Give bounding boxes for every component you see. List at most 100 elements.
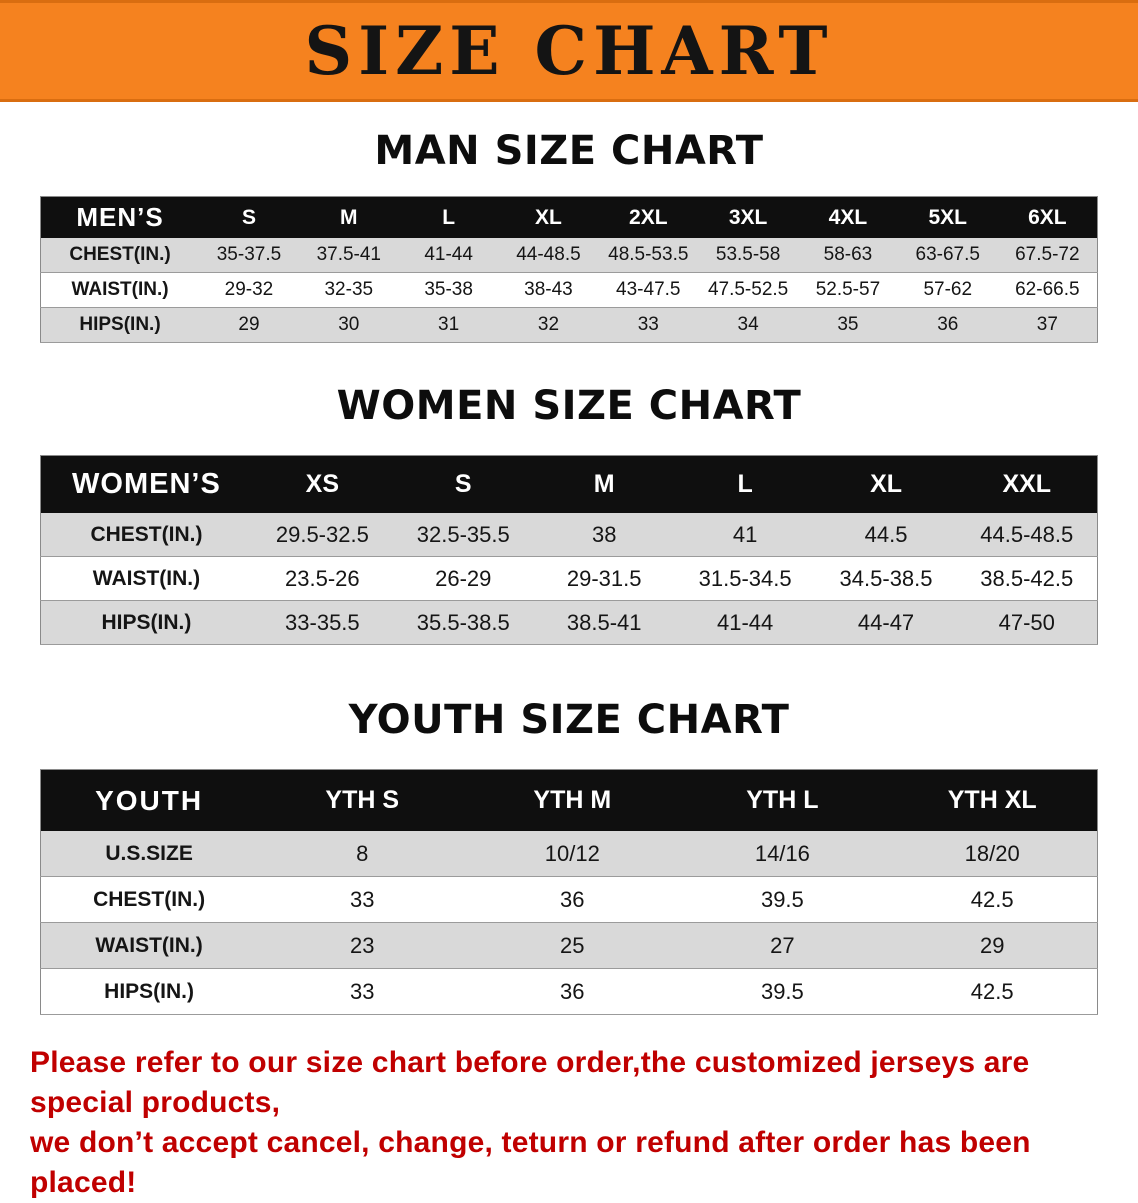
value-cell: 53.5-58 <box>715 244 781 265</box>
size-column-header: XL <box>498 196 599 238</box>
value-cell: 34.5-38.5 <box>839 565 933 591</box>
value-cell: 47.5-52.5 <box>707 279 789 300</box>
size-column-header: XL <box>815 455 957 513</box>
value-cell: 8 <box>356 840 369 866</box>
value-cell: 38.5-42.5 <box>980 565 1074 591</box>
value-cell: 33 <box>637 314 659 335</box>
size-column-header: S <box>392 455 534 513</box>
size-chart-banner: SIZE CHART <box>0 0 1138 102</box>
value-cell: 29-32 <box>224 279 274 300</box>
size-chart-title: SIZE CHART <box>304 12 834 90</box>
women-size-table: WOMEN’S XS S M L XL XXL CHEST(IN.) 29.5-32.5 32.5… <box>40 455 1098 645</box>
value-cell: 52.5-57 <box>815 279 881 300</box>
value-cell: 44.5 <box>864 521 908 547</box>
table-row: CHEST(IN.) 29.5-32.5 32.5-35.5 38 41 44.5 44.5… <box>40 513 1098 557</box>
size-column-header: 4XL <box>798 196 898 238</box>
value-cell: 37 <box>1036 314 1058 335</box>
size-column-header: 5XL <box>897 196 998 238</box>
man-size-chart-section: MAN SIZE CHART MEN’S S M L XL 2XL 3XL 4XL 5XL 6XL… <box>0 128 1138 343</box>
value-cell: 38 <box>591 521 617 547</box>
value-cell: 44-47 <box>857 609 915 635</box>
value-cell: 42.5 <box>970 886 1014 912</box>
value-cell: 58-63 <box>823 244 873 265</box>
table-row: WAIST(IN.) 23.5-26 26-29 29-31.5 31.5-34.5 34… <box>40 556 1098 601</box>
value-cell: 43-47.5 <box>616 279 681 300</box>
value-cell: 41-44 <box>716 609 774 635</box>
value-cell: 29.5-32.5 <box>275 521 369 547</box>
value-cell: 35.5-38.5 <box>416 609 510 635</box>
value-cell: 36 <box>937 314 959 335</box>
size-column-header: XXL <box>956 455 1098 513</box>
table-row: U.S.SIZE 8 10/12 14/16 18/20 <box>40 831 1098 877</box>
youth-size-table: YOUTH YTH S YTH M YTH L YTH XL U.S.SIZE 8 10/12… <box>40 769 1098 1015</box>
row-label-cell: WAIST(IN.) <box>95 933 203 957</box>
disclaimer: Please refer to our size chart before or… <box>30 1043 1114 1203</box>
value-cell: 37.5-41 <box>316 244 382 265</box>
row-label-cell: HIPS(IN.) <box>104 979 194 1003</box>
size-column-header: XS <box>251 455 393 513</box>
value-cell: 35-38 <box>424 279 473 300</box>
value-cell: 33 <box>349 886 375 912</box>
man-size-chart-heading: MAN SIZE CHART <box>374 128 764 174</box>
size-column-header: 6XL <box>997 196 1098 238</box>
row-label-cell: HIPS(IN.) <box>79 314 161 335</box>
size-column-header: YTH S <box>257 769 468 831</box>
value-cell: 27 <box>770 932 795 958</box>
value-cell: 31 <box>438 314 460 335</box>
row-label-cell: WAIST(IN.) <box>71 279 169 300</box>
value-cell: 30 <box>338 314 360 335</box>
value-cell: 23.5-26 <box>285 565 360 591</box>
row-label-cell: HIPS(IN.) <box>101 610 192 634</box>
value-cell: 33 <box>349 978 375 1004</box>
value-cell: 14/16 <box>754 840 810 866</box>
size-column-header: S <box>199 196 299 238</box>
value-cell: 67.5-72 <box>1015 244 1080 265</box>
men-size-table: MEN’S S M L XL 2XL 3XL 4XL 5XL 6XL CHEST(IN.) 35-37… <box>40 196 1098 343</box>
value-cell: 31.5-34.5 <box>698 565 792 591</box>
value-cell: 26-29 <box>435 565 492 591</box>
youth-size-chart-heading: YOUTH SIZE CHART <box>348 697 790 743</box>
value-cell: 57-62 <box>923 279 973 300</box>
value-cell: 38-43 <box>524 279 573 300</box>
size-column-header: L <box>398 196 499 238</box>
value-cell: 38.5-41 <box>566 609 642 635</box>
row-label-cell: CHEST(IN.) <box>90 522 203 546</box>
table-row: CHEST(IN.) 35-37.5 37.5-41 41-44 44-48.5 48.5… <box>40 238 1098 273</box>
value-cell: 63-67.5 <box>915 244 980 265</box>
size-column-header: YTH L <box>677 769 888 831</box>
youth-size-chart-section: YOUTH SIZE CHART YOUTH YTH S YTH M YTH L YTH… <box>0 697 1138 1015</box>
size-column-header: YTH M <box>467 769 678 831</box>
table-row: HIPS(IN.) 29 30 31 32 33 34 35 36 37 <box>40 307 1098 343</box>
value-cell: 29-31.5 <box>566 565 642 591</box>
value-cell: 35 <box>837 314 859 335</box>
value-cell: 39.5 <box>760 978 804 1004</box>
row-label-cell: CHEST(IN.) <box>93 887 206 911</box>
value-cell: 41-44 <box>424 244 473 265</box>
value-cell: 44.5-48.5 <box>980 521 1074 547</box>
value-cell: 34 <box>737 314 759 335</box>
value-cell: 32-35 <box>324 279 374 300</box>
table-row: CHEST(IN.) 33 36 39.5 42.5 <box>40 876 1098 923</box>
value-cell: 48.5-53.5 <box>608 244 689 265</box>
size-column-header: 2XL <box>598 196 699 238</box>
row-label-cell: U.S.SIZE <box>105 841 193 865</box>
value-cell: 62-66.5 <box>1015 279 1080 300</box>
table-title-cell: WOMEN’S <box>40 455 252 513</box>
value-cell: 32 <box>537 314 560 335</box>
value-cell: 41 <box>732 521 758 547</box>
value-cell: 23 <box>349 932 375 958</box>
table-header-row: WOMEN’S XS S M L XL XXL <box>40 455 1098 513</box>
value-cell: 36 <box>560 886 585 912</box>
size-column-header: YTH XL <box>887 769 1098 831</box>
value-cell: 36 <box>560 978 585 1004</box>
row-label-cell: WAIST(IN.) <box>92 566 201 590</box>
value-cell: 33-35.5 <box>285 609 360 635</box>
value-cell: 47-50 <box>998 609 1055 635</box>
women-size-chart-heading: WOMEN SIZE CHART <box>336 383 802 429</box>
value-cell: 10/12 <box>544 840 600 866</box>
table-header-row: YOUTH YTH S YTH M YTH L YTH XL <box>40 769 1098 831</box>
table-title-cell: MEN’S <box>40 196 200 238</box>
size-column-header: M <box>533 455 675 513</box>
row-label-cell: CHEST(IN.) <box>69 244 171 265</box>
size-column-header: L <box>674 455 816 513</box>
